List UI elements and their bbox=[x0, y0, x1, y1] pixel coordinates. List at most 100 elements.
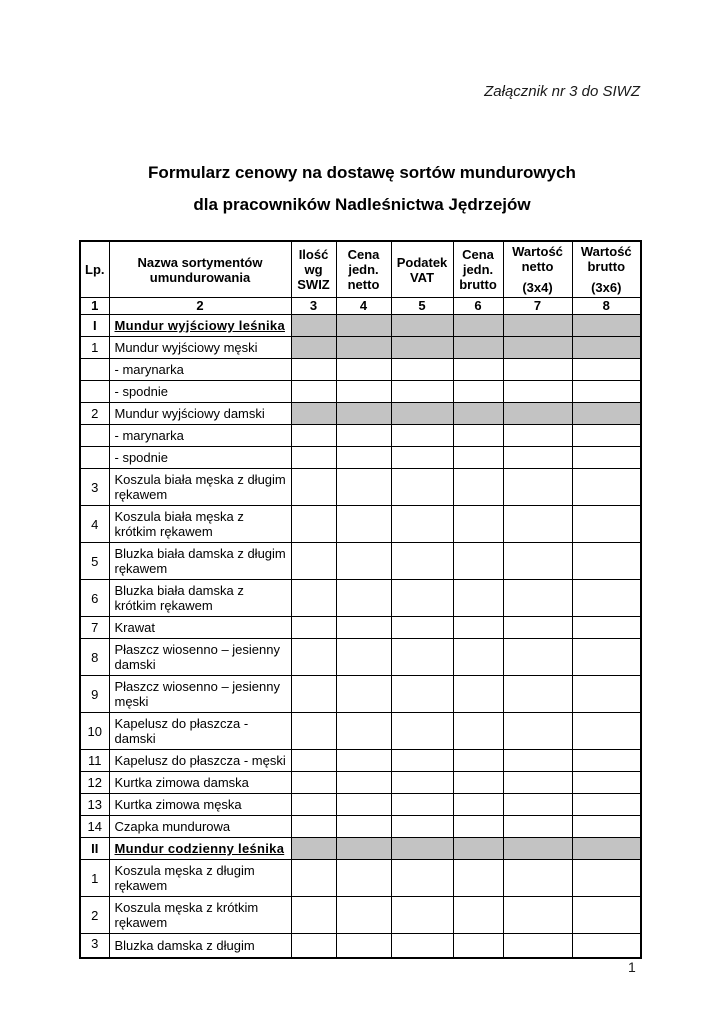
empty-value-cell bbox=[452, 336, 504, 359]
empty-value-cell bbox=[452, 542, 504, 580]
empty-value-cell bbox=[390, 712, 454, 750]
item-name-cell: Koszula biała męska z krótkim rękawem bbox=[108, 505, 292, 543]
item-name-cell: - spodnie bbox=[108, 380, 292, 403]
empty-value-cell bbox=[290, 579, 337, 617]
empty-value-cell bbox=[390, 505, 454, 543]
empty-value-cell bbox=[390, 771, 454, 794]
empty-value-cell bbox=[335, 815, 392, 838]
empty-value-cell bbox=[502, 402, 573, 425]
empty-value-cell bbox=[452, 314, 504, 337]
empty-value-cell bbox=[390, 616, 454, 639]
column-header-label: Podatek VAT bbox=[396, 254, 448, 285]
empty-value-cell bbox=[390, 793, 454, 816]
column-number: 1 bbox=[79, 297, 110, 315]
table-row: 12 Kurtka zimowa damska bbox=[79, 771, 642, 794]
item-name-cell: Bluzka damska z długim bbox=[108, 933, 292, 958]
empty-value-cell bbox=[290, 638, 337, 676]
item-name-cell: Płaszcz wiosenno – jesienny męski bbox=[108, 675, 292, 713]
empty-value-cell bbox=[335, 793, 392, 816]
empty-value-cell bbox=[502, 638, 573, 676]
empty-value-cell bbox=[452, 638, 504, 676]
empty-value-cell bbox=[335, 675, 392, 713]
empty-value-cell bbox=[452, 402, 504, 425]
empty-value-cell bbox=[452, 933, 504, 958]
empty-value-cell bbox=[452, 675, 504, 713]
row-number-cell: 2 bbox=[79, 402, 110, 425]
empty-value-cell bbox=[452, 712, 504, 750]
item-name-cell: Mundur codzienny leśnika bbox=[108, 837, 292, 860]
empty-value-cell bbox=[290, 314, 337, 337]
empty-value-cell bbox=[335, 579, 392, 617]
empty-value-cell bbox=[571, 542, 642, 580]
empty-value-cell bbox=[335, 402, 392, 425]
empty-value-cell bbox=[390, 638, 454, 676]
empty-value-cell bbox=[502, 468, 573, 506]
column-number: 5 bbox=[390, 297, 454, 315]
empty-value-cell bbox=[290, 446, 337, 469]
empty-value-cell bbox=[390, 749, 454, 772]
table-row: 5 Bluzka biała damska z długim rękawem bbox=[79, 542, 642, 580]
column-number: 6 bbox=[452, 297, 504, 315]
empty-value-cell bbox=[290, 505, 337, 543]
table-row: 9 Płaszcz wiosenno – jesienny męski bbox=[79, 675, 642, 713]
empty-value-cell bbox=[502, 380, 573, 403]
row-number-cell: 3 bbox=[79, 933, 110, 958]
table-row: 7 Krawat bbox=[79, 616, 642, 639]
empty-value-cell bbox=[502, 837, 573, 860]
empty-value-cell bbox=[452, 424, 504, 447]
empty-value-cell bbox=[290, 749, 337, 772]
empty-value-cell bbox=[571, 380, 642, 403]
empty-value-cell bbox=[452, 859, 504, 897]
empty-value-cell bbox=[452, 771, 504, 794]
empty-value-cell bbox=[290, 402, 337, 425]
item-name-cell: Płaszcz wiosenno – jesienny damski bbox=[108, 638, 292, 676]
table-row: 8 Płaszcz wiosenno – jesienny damski bbox=[79, 638, 642, 676]
table-row: 1 Koszula męska z długim rękawem bbox=[79, 859, 642, 897]
empty-value-cell bbox=[452, 505, 504, 543]
item-name-cell: Kurtka zimowa damska bbox=[108, 771, 292, 794]
empty-value-cell bbox=[452, 468, 504, 506]
empty-value-cell bbox=[390, 336, 454, 359]
row-number-cell: 14 bbox=[79, 815, 110, 838]
row-number-cell: II bbox=[79, 837, 110, 860]
table-row: 10 Kapelusz do płaszcza -damski bbox=[79, 712, 642, 750]
row-number-cell: 13 bbox=[79, 793, 110, 816]
row-number-cell: 4 bbox=[79, 505, 110, 543]
empty-value-cell bbox=[290, 358, 337, 381]
table-row: 3 Bluzka damska z długim bbox=[79, 933, 642, 958]
empty-value-cell bbox=[390, 424, 454, 447]
row-number-cell: 7 bbox=[79, 616, 110, 639]
column-number: 7 bbox=[502, 297, 573, 315]
column-header-label: Cena jedn. brutto bbox=[459, 247, 497, 292]
empty-value-cell bbox=[571, 314, 642, 337]
table-row: I Mundur wyjściowy leśnika bbox=[79, 314, 642, 337]
table-row: II Mundur codzienny leśnika bbox=[79, 837, 642, 860]
empty-value-cell bbox=[502, 616, 573, 639]
item-name-cell: Koszula męska z krótkim rękawem bbox=[108, 896, 292, 934]
empty-value-cell bbox=[452, 446, 504, 469]
row-number-cell: 1 bbox=[79, 859, 110, 897]
empty-value-cell bbox=[571, 579, 642, 617]
empty-value-cell bbox=[290, 616, 337, 639]
row-number-cell: 12 bbox=[79, 771, 110, 794]
empty-value-cell bbox=[335, 358, 392, 381]
empty-value-cell bbox=[335, 446, 392, 469]
empty-value-cell bbox=[502, 424, 573, 447]
row-number-cell: 3 bbox=[79, 468, 110, 506]
empty-value-cell bbox=[571, 505, 642, 543]
item-name-cell: Mundur wyjściowy leśnika bbox=[108, 314, 292, 337]
row-number-cell bbox=[79, 424, 110, 447]
empty-value-cell bbox=[290, 468, 337, 506]
table-header-row: Lp. Nazwa sortymentów umundurowania Ilość … bbox=[79, 240, 642, 298]
table-row: 4 Koszula biała męska z krótkim rękawem bbox=[79, 505, 642, 543]
item-name-cell: Koszula biała męska z długim rękawem bbox=[108, 468, 292, 506]
empty-value-cell bbox=[502, 675, 573, 713]
empty-value-cell bbox=[290, 542, 337, 580]
empty-value-cell bbox=[502, 859, 573, 897]
empty-value-cell bbox=[571, 675, 642, 713]
empty-value-cell bbox=[335, 837, 392, 860]
empty-value-cell bbox=[390, 468, 454, 506]
row-number-cell bbox=[79, 380, 110, 403]
